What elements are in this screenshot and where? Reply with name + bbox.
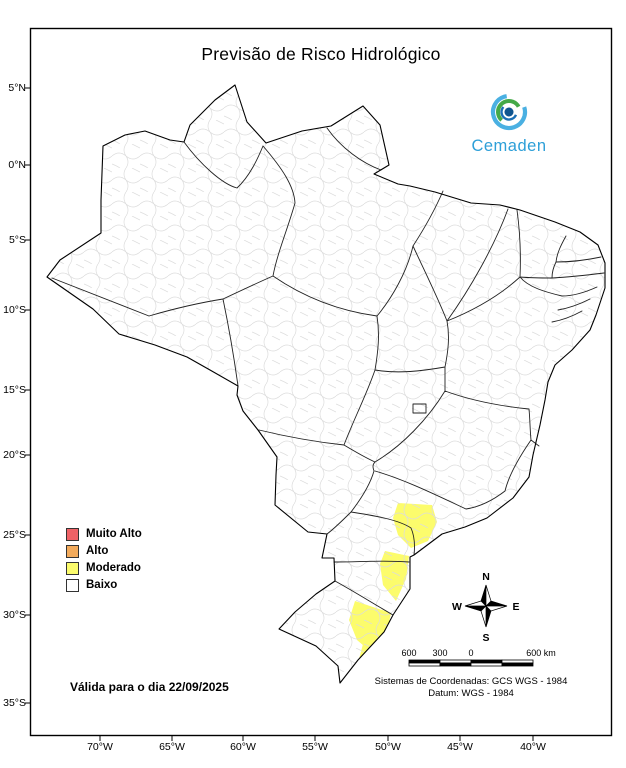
legend-swatch-alto	[66, 545, 79, 558]
municipal-boundaries	[47, 85, 605, 683]
lat-label-0n: 0°N	[8, 159, 26, 171]
lon-label-65w: 65°W	[159, 741, 185, 753]
coordinate-system-line: Sistemas de Coordenadas: GCS WGS - 1984	[375, 676, 568, 687]
legend-item-baixo: Baixo	[66, 579, 142, 592]
compass-labels: N S W E	[452, 571, 519, 644]
lon-label-70w: 70°W	[87, 741, 113, 753]
coordinate-system-note: Sistemas de Coordenadas: GCS WGS - 1984 …	[375, 676, 568, 699]
legend-swatch-moderado	[66, 562, 79, 575]
lat-label-5n: 5°N	[8, 82, 26, 94]
datum-line: Datum: WGS - 1984	[428, 688, 514, 699]
lat-label-30s: 30°S	[3, 609, 26, 621]
scale-label-300: 300	[432, 648, 447, 658]
map-frame	[29, 27, 613, 737]
lat-label-35s: 35°S	[3, 697, 26, 709]
compass-west-label: W	[452, 601, 462, 613]
legend-label-muito-alto: Muito Alto	[86, 528, 142, 540]
risk-legend: Muito Alto Alto Moderado Baixo	[66, 528, 142, 596]
latitude-ticks	[25, 87, 30, 704]
cemaden-logo: Cemaden	[471, 93, 546, 155]
compass-rose	[464, 584, 508, 628]
lon-label-45w: 45°W	[447, 741, 473, 753]
lat-label-10s: 10°S	[3, 304, 26, 316]
longitude-ticks	[99, 736, 534, 741]
legend-label-baixo: Baixo	[86, 579, 118, 591]
legend-swatch-baixo	[66, 579, 79, 592]
validity-date: Válida para o dia 22/09/2025	[70, 680, 229, 694]
legend-swatch-muito-alto	[66, 528, 79, 541]
lat-label-25s: 25°S	[3, 529, 26, 541]
legend-label-moderado: Moderado	[86, 562, 141, 574]
scale-label-0: 0	[468, 648, 473, 658]
legend-item-moderado: Moderado	[66, 562, 142, 575]
legend-label-alto: Alto	[86, 545, 109, 557]
compass-north-label: N	[482, 571, 490, 583]
lat-label-5s: 5°S	[8, 234, 26, 246]
brazil-outline	[46, 84, 606, 684]
lon-label-40w: 40°W	[520, 741, 546, 753]
legend-item-muito-alto: Muito Alto	[66, 528, 142, 541]
lat-label-20s: 20°S	[3, 449, 26, 461]
compass-south-label: S	[482, 632, 489, 644]
lon-label-55w: 55°W	[302, 741, 328, 753]
state-boundaries	[51, 127, 605, 616]
lon-label-50w: 50°W	[375, 741, 401, 753]
scale-label-600-km: 600 km	[526, 648, 556, 658]
cemaden-logo-icon	[490, 93, 528, 131]
scale-label-600-left: 600	[401, 648, 416, 658]
compass-east-label: E	[512, 601, 519, 613]
legend-item-alto: Alto	[66, 545, 142, 558]
cemaden-logo-text: Cemaden	[471, 137, 546, 155]
lon-label-60w: 60°W	[230, 741, 256, 753]
scale-bar: 600 300 0 600 km	[401, 648, 556, 667]
lat-label-15s: 15°S	[3, 384, 26, 396]
page-title: Previsão de Risco Hidrológico	[201, 44, 441, 64]
